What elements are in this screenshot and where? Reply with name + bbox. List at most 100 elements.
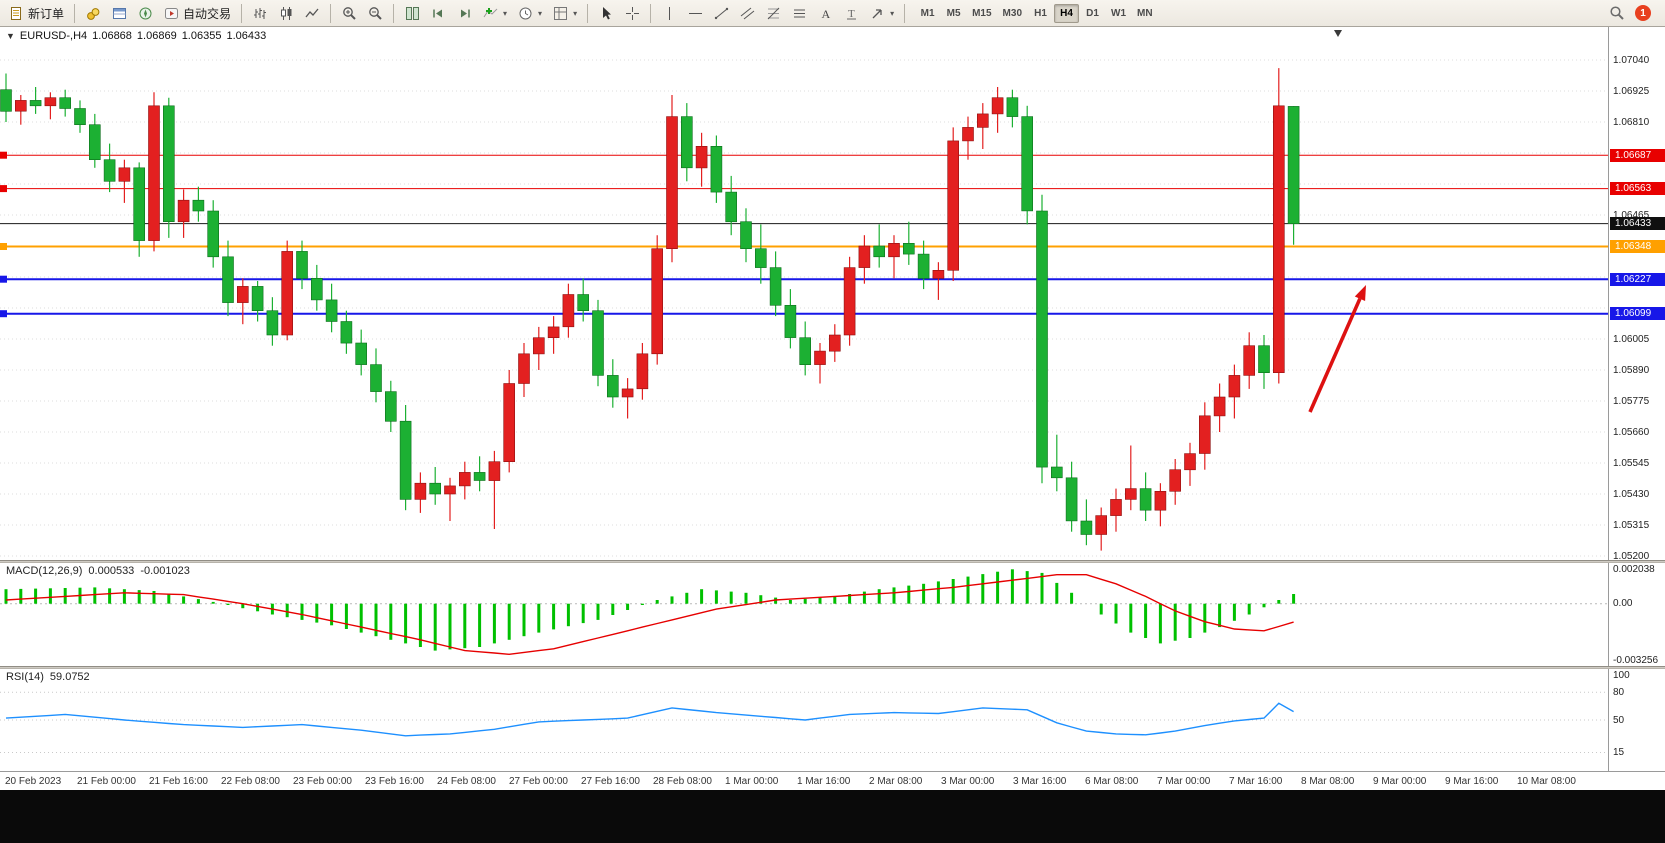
navigator-button[interactable] (133, 3, 157, 23)
candlestick-chart-button[interactable] (274, 3, 298, 23)
timeframe-m30[interactable]: M30 (1002, 7, 1022, 19)
macd-chart[interactable] (0, 563, 1608, 666)
scroll-to-end-button[interactable] (452, 3, 476, 23)
timeframe-d1[interactable]: D1 (1086, 7, 1099, 19)
price-axis-label: 1.06810 (1613, 116, 1650, 128)
tile-windows-button[interactable] (400, 3, 424, 23)
autotrading-label: 自动交易 (183, 6, 232, 21)
panel-splitter[interactable] (0, 666, 1665, 669)
macd-plot[interactable] (0, 563, 1608, 666)
price-axis-label: 1.05315 (1613, 519, 1650, 531)
zoom-in-button[interactable] (337, 3, 361, 23)
candlestick-chart[interactable] (0, 27, 1608, 560)
timeframe-h4[interactable]: H4 (1054, 3, 1079, 23)
data-window-button[interactable] (107, 3, 131, 23)
time-axis-label: 3 Mar 16:00 (1013, 776, 1067, 787)
price-axis-label: 1.05200 (1613, 550, 1650, 561)
price-line-label: 1.06687 (1610, 148, 1665, 162)
scroll-to-start-button[interactable] (426, 3, 450, 23)
chart-high: 1.06869 (136, 30, 177, 42)
vertical-line-button[interactable] (657, 3, 681, 23)
time-axis-label: 2 Mar 08:00 (869, 776, 923, 787)
svg-text:A: A (821, 7, 830, 21)
price-axis-label: 0.00 (1613, 598, 1633, 610)
cursor-button[interactable] (594, 3, 618, 23)
text-label-button[interactable]: T (839, 3, 863, 23)
separator (904, 3, 906, 23)
text-button[interactable]: A (813, 3, 837, 23)
rsi-label: RSI(14) 59.0752 (6, 671, 90, 683)
rsi-plot[interactable] (0, 669, 1608, 771)
macd-main-value: 0.000533 (88, 565, 135, 577)
price-axis-label: 1.06005 (1613, 333, 1650, 345)
main-chart-plot[interactable] (0, 27, 1608, 560)
time-axis-label: 7 Mar 16:00 (1229, 776, 1283, 787)
price-line-label: 1.06099 (1610, 307, 1665, 321)
separator (330, 3, 332, 23)
separator (241, 3, 243, 23)
line-chart-icon (304, 5, 320, 21)
chart-close: 1.06433 (226, 30, 267, 42)
time-axis-label: 1 Mar 16:00 (797, 776, 851, 787)
arrows-button[interactable]: ▾ (865, 3, 898, 23)
search-icon[interactable] (1609, 5, 1625, 21)
separator (74, 3, 76, 23)
time-axis-label: 21 Feb 16:00 (149, 776, 208, 787)
time-axis[interactable]: 20 Feb 2023 21 Feb 00:00 21 Feb 16:00 22 Fe… (0, 771, 1665, 790)
trendline-button[interactable] (709, 3, 733, 23)
timeframe-m1[interactable]: M1 (920, 7, 935, 19)
price-axis-label: 1.05660 (1613, 426, 1650, 438)
vertical-line-icon (661, 5, 677, 21)
rsi-panel: RSI(14) 59.0752 100 80 50 15 (0, 669, 1665, 771)
horizontal-line-icon (687, 5, 703, 21)
channel-button[interactable] (735, 3, 759, 23)
chart-open: 1.06868 (92, 30, 132, 42)
rsi-value: 59.0752 (49, 671, 90, 683)
new-order-button[interactable]: 新订单 (4, 3, 68, 24)
grid-tool-icon (791, 5, 807, 21)
main-price-axis: 1.07040 1.06925 1.06810 1.06465 1.06005 1.058… (1608, 27, 1665, 560)
timeframe-group: M1 M5 M15 M30 H1 H4 D1 W1 MN (915, 3, 1157, 23)
market-watch-button[interactable] (81, 3, 105, 23)
autotrading-icon (163, 5, 179, 21)
separator (650, 3, 652, 23)
navigator-icon (137, 5, 153, 21)
zoom-out-button[interactable] (363, 3, 387, 23)
timeframe-w1[interactable]: W1 (1111, 7, 1126, 19)
bar-chart-icon (252, 5, 268, 21)
notification-badge[interactable]: 1 (1635, 5, 1651, 21)
timeframe-mn[interactable]: MN (1137, 7, 1153, 19)
dropdown-arrow-icon: ▾ (538, 8, 543, 18)
macd-price-axis: 0.002038 0.00 -0.003256 (1608, 563, 1665, 666)
line-chart-button[interactable] (300, 3, 324, 23)
text-label-icon: T (843, 5, 859, 21)
macd-panel: MACD(12,26,9) 0.000533 -0.001023 0.00203… (0, 563, 1665, 666)
time-axis-label: 27 Feb 16:00 (581, 776, 640, 787)
bar-chart-button[interactable] (248, 3, 272, 23)
periods-button[interactable]: ▾ (513, 3, 546, 23)
price-axis-label: 1.05430 (1613, 488, 1650, 500)
grid-tool-button[interactable] (787, 3, 811, 23)
templates-icon (552, 5, 568, 21)
price-axis-label: 1.07040 (1613, 54, 1650, 66)
channel-icon (739, 5, 755, 21)
timeframe-m15[interactable]: M15 (972, 7, 992, 19)
crosshair-button[interactable] (620, 3, 644, 23)
time-axis-label: 28 Feb 08:00 (653, 776, 712, 787)
panel-splitter[interactable] (0, 560, 1665, 563)
timeframe-m5[interactable]: M5 (946, 7, 961, 19)
time-axis-label: 20 Feb 2023 (5, 776, 62, 787)
time-axis-label: 8 Mar 08:00 (1301, 776, 1355, 787)
autotrading-button[interactable]: 自动交易 (159, 3, 235, 24)
dropdown-arrow-icon: ▾ (573, 8, 578, 18)
horizontal-line-button[interactable] (683, 3, 707, 23)
templates-button[interactable]: ▾ (548, 3, 581, 23)
price-axis-label: 1.06925 (1613, 85, 1650, 97)
fibonacci-button[interactable] (761, 3, 785, 23)
price-axis-label: 1.05545 (1613, 457, 1650, 469)
rsi-chart[interactable] (0, 669, 1608, 771)
price-axis-label: 100 (1613, 669, 1630, 681)
indicators-button[interactable]: ▾ (478, 3, 511, 23)
zoom-in-icon (341, 5, 357, 21)
timeframe-h1[interactable]: H1 (1034, 7, 1047, 19)
